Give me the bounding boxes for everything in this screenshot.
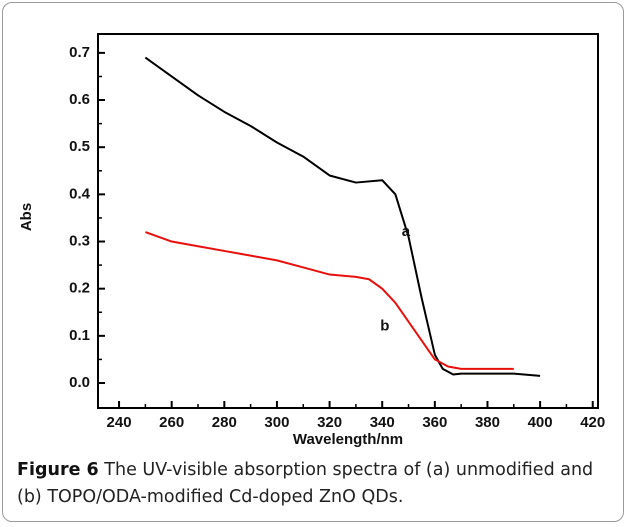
plot-frame bbox=[97, 33, 599, 409]
y-axis-title: Abs bbox=[18, 203, 35, 231]
figure-frame: Abs Wavelength/nm 240 260 280 300 320 340 360 3… bbox=[2, 2, 624, 522]
x-tick-label: 380 bbox=[475, 414, 500, 431]
caption-text: The UV-visible absorption spectra of (a)… bbox=[17, 460, 594, 507]
x-tick-label: 240 bbox=[107, 414, 132, 431]
x-tick-label: 420 bbox=[580, 414, 605, 431]
series-line bbox=[144, 56, 541, 377]
x-tick-label: 280 bbox=[212, 414, 237, 431]
chart: Abs Wavelength/nm 240 260 280 300 320 340 360 3… bbox=[18, 33, 605, 448]
y-tick-label: 0.2 bbox=[69, 280, 90, 297]
y-tick-label: 0.3 bbox=[69, 232, 90, 249]
x-axis-title: Wavelength/nm bbox=[293, 431, 403, 448]
series-line bbox=[145, 231, 514, 370]
y-tick-label: 0.6 bbox=[69, 91, 90, 108]
y-tick-label: 0.7 bbox=[69, 44, 90, 61]
x-tick-label: 400 bbox=[528, 414, 553, 431]
caption: Figure 6 The UV-visible absorption spect… bbox=[17, 457, 617, 511]
y-tick-label: 0.4 bbox=[69, 185, 91, 202]
y-tick-label: 0.0 bbox=[69, 374, 90, 391]
curve-label: b bbox=[380, 317, 389, 334]
x-tick-label: 340 bbox=[370, 414, 395, 431]
caption-label: Figure 6 bbox=[17, 460, 99, 480]
curve-label: a bbox=[402, 223, 411, 240]
y-tick-label: 0.1 bbox=[69, 327, 90, 344]
x-tick-label: 360 bbox=[422, 414, 447, 431]
y-tick-label: 0.5 bbox=[69, 138, 90, 155]
x-tick-label: 260 bbox=[159, 414, 184, 431]
x-tick-label: 300 bbox=[264, 414, 289, 431]
x-tick-label: 320 bbox=[317, 414, 342, 431]
